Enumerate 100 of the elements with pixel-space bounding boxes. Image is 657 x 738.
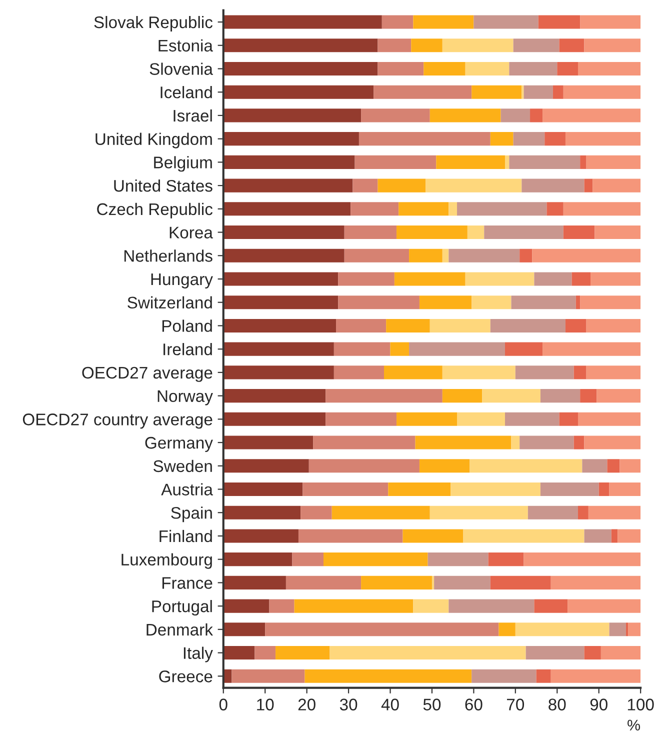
bar (354, 155, 436, 169)
y-tick-label: Poland (162, 320, 212, 332)
bar (436, 155, 505, 169)
bar (398, 202, 449, 216)
bar (432, 576, 434, 590)
bar (504, 342, 543, 356)
bar (276, 646, 330, 660)
bar (424, 62, 466, 76)
y-tick-label: OECD27 average (82, 366, 212, 382)
bar (223, 622, 266, 636)
y-tick-label: Ireland (164, 343, 212, 356)
bar (463, 529, 584, 543)
y-tick-label: Czech Republic (97, 202, 213, 218)
bar (559, 412, 578, 426)
bar (578, 506, 588, 520)
bar (223, 412, 326, 426)
y-tick-label: Italy (184, 646, 213, 662)
bar (223, 296, 338, 310)
bar (530, 108, 543, 122)
bar (574, 366, 586, 380)
bar (352, 178, 378, 192)
bar (223, 646, 255, 660)
y-tick-label: Korea (170, 226, 213, 238)
bar (592, 178, 641, 192)
bar (294, 599, 414, 613)
bar (586, 366, 641, 380)
y-tick-label: OECD27 country average (22, 414, 212, 429)
bar (223, 38, 378, 52)
y-tick-label: Luxembourg (122, 553, 212, 569)
bar (223, 436, 314, 450)
bar (511, 436, 520, 450)
bar (413, 15, 474, 29)
y-tick-label: Sweden (153, 460, 212, 472)
bar (534, 272, 572, 286)
bar (490, 318, 566, 332)
bar (542, 342, 641, 356)
y-tick-label: Spain (171, 506, 212, 522)
bar (232, 669, 305, 683)
bar (584, 646, 601, 660)
bar (598, 482, 610, 496)
bar (223, 576, 286, 590)
bar (302, 482, 388, 496)
bar (524, 85, 553, 99)
bar (448, 248, 520, 262)
bar (504, 412, 560, 426)
x-tick-label: 40 (381, 698, 399, 710)
bar (600, 646, 641, 660)
bar (388, 482, 451, 496)
bar (542, 108, 641, 122)
bar (520, 248, 532, 262)
bar (358, 132, 490, 146)
bar (428, 552, 488, 566)
bar (448, 599, 534, 613)
bar (442, 38, 514, 52)
bar (465, 272, 534, 286)
bar (563, 225, 595, 240)
y-tick-label: Greece (159, 670, 212, 682)
bar (409, 342, 505, 356)
bar (332, 506, 430, 520)
y-tick-label: Hungary (151, 274, 213, 288)
bar (580, 15, 641, 29)
bar (419, 296, 472, 310)
bar (286, 576, 362, 590)
bar (324, 552, 428, 566)
bar (426, 178, 522, 192)
bar (361, 576, 432, 590)
bar (550, 576, 641, 590)
bar (538, 15, 580, 29)
bar (269, 599, 294, 613)
x-tick-label: 80 (548, 698, 566, 710)
y-tick-label: United States (114, 180, 212, 192)
bar (526, 646, 584, 660)
bar (304, 669, 472, 683)
bar (568, 599, 641, 613)
bar (618, 529, 641, 543)
y-tick-label: Israel (174, 109, 212, 122)
bar (382, 15, 414, 29)
bar (223, 108, 362, 122)
y-tick-label: Denmark (146, 623, 213, 636)
bar (565, 132, 641, 146)
bar (504, 155, 510, 169)
bar (378, 62, 424, 76)
bar (298, 529, 403, 543)
bar (254, 646, 276, 660)
bar (580, 155, 586, 169)
bar (563, 85, 641, 99)
bar (292, 552, 324, 566)
bar (442, 248, 449, 262)
bar (457, 202, 547, 216)
bar (223, 202, 351, 216)
bar (334, 342, 390, 356)
bar (540, 482, 599, 496)
y-tick-label: Switzerland (128, 296, 212, 309)
bar (334, 366, 384, 380)
bar (396, 412, 458, 426)
bar (511, 296, 576, 310)
bar (409, 248, 442, 262)
bar (378, 38, 412, 52)
bar (515, 366, 574, 380)
bar (344, 248, 410, 262)
